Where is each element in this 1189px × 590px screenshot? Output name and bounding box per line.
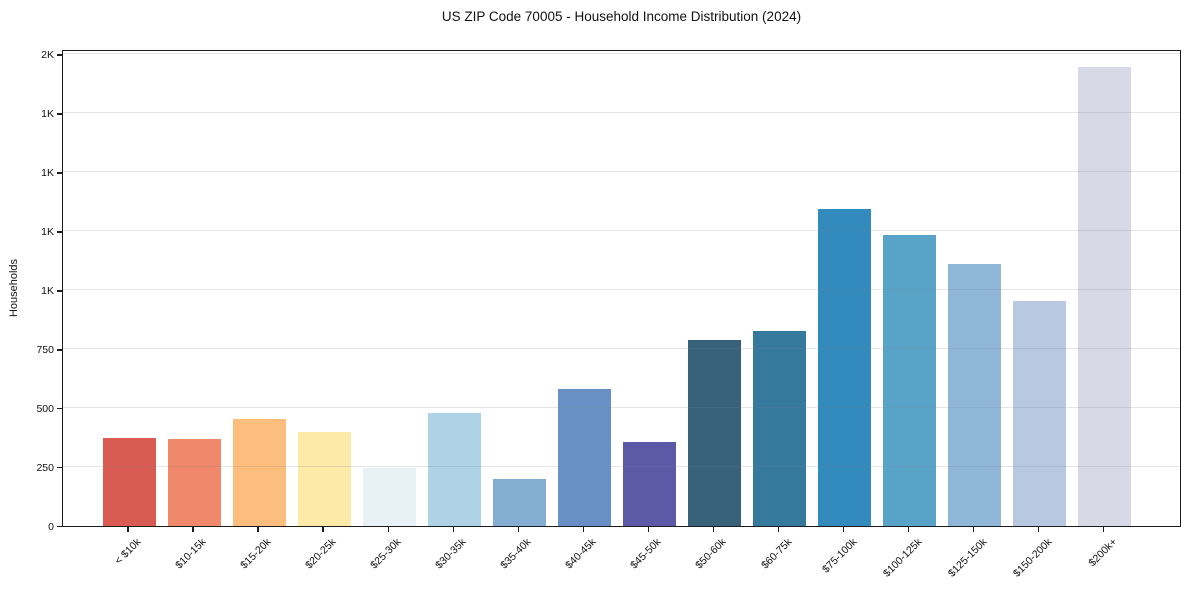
gridline: [63, 348, 1180, 350]
x-tick-label: $20-25k: [303, 536, 339, 572]
x-tick-label: $75-100k: [819, 536, 860, 576]
y-tick-label: 1K: [41, 226, 54, 239]
bar-< $10k: [102, 437, 156, 526]
x-tick-mark: [842, 527, 845, 532]
y-tick-label: 1K: [41, 108, 54, 121]
y-tick-label: 750: [36, 344, 54, 357]
bar-$60-75k: [753, 331, 806, 526]
x-tick-mark: [452, 527, 454, 532]
x-tick-label: $200k+: [1086, 536, 1120, 570]
y-tick-label: 250: [36, 462, 54, 475]
bar-$125-150k: [948, 264, 1002, 526]
y-tick-label: 1K: [41, 167, 54, 180]
y-tick-mark: [57, 113, 62, 115]
x-tick-label: $25-30k: [368, 536, 404, 572]
gridline: [63, 466, 1180, 468]
y-tick-mark: [57, 231, 62, 233]
gridline: [63, 289, 1180, 291]
bar-$50-60k: [687, 339, 741, 526]
x-tick-mark: [387, 527, 389, 532]
x-tick-label: $40-45k: [563, 536, 599, 572]
x-tick-label: $35-40k: [498, 536, 534, 572]
bar-$10-15k: [167, 438, 221, 526]
x-tick-mark: [1038, 527, 1040, 532]
x-tick-mark: [712, 527, 715, 532]
bar-$15-20k: [232, 418, 286, 526]
x-tick-label: $30-35k: [433, 536, 469, 572]
plot-area: [62, 50, 1181, 527]
bar-$30-35k: [427, 412, 481, 526]
chart-title: US ZIP Code 70005 - Household Income Dis…: [441, 9, 802, 24]
x-tick-label: $125-150k: [945, 536, 990, 580]
y-tick-label: 0: [48, 521, 54, 533]
bar-$200k+: [1078, 67, 1132, 526]
gridline: [63, 112, 1180, 114]
x-tick-mark: [1103, 527, 1105, 532]
x-tick-label: $10-15k: [173, 536, 209, 572]
x-tick-mark: [907, 527, 910, 532]
y-tick-mark: [57, 467, 62, 469]
x-tick-mark: [257, 527, 259, 532]
gridline: [63, 53, 1180, 55]
y-tick-mark: [57, 54, 62, 56]
x-tick-mark: [192, 527, 194, 532]
bar-$100-125k: [883, 234, 937, 526]
x-tick-mark: [777, 527, 780, 532]
bar-$35-40k: [492, 478, 546, 526]
x-tick-label: $60-75k: [758, 536, 794, 572]
x-tick-label: $15-20k: [238, 536, 274, 572]
x-tick-mark: [127, 527, 129, 532]
y-tick-label: 500: [36, 403, 54, 416]
gridline: [63, 171, 1180, 173]
x-tick-label: $45-50k: [628, 536, 664, 572]
bar-$25-30k: [362, 468, 416, 526]
gridline: [63, 407, 1180, 409]
x-tick-mark: [972, 527, 975, 532]
y-tick-mark: [57, 408, 62, 410]
bar-$40-45k: [557, 389, 611, 526]
bar-$20-25k: [297, 431, 351, 526]
x-tick-label: $150-200k: [1010, 536, 1055, 580]
x-tick-label: $100-125k: [880, 536, 925, 580]
x-tick-mark: [322, 527, 324, 532]
bar-$150-200k: [1013, 300, 1067, 526]
y-tick-mark: [57, 172, 62, 174]
y-tick-mark: [57, 349, 62, 351]
y-tick-mark: [57, 290, 62, 292]
x-tick-label: < $10k: [112, 536, 144, 567]
x-tick-label: $50-60k: [693, 536, 729, 572]
bar-$45-50k: [622, 442, 676, 526]
gridline: [63, 230, 1180, 232]
x-tick-mark: [647, 527, 650, 532]
x-tick-mark: [582, 527, 585, 532]
y-tick-label: 2K: [41, 49, 54, 62]
y-tick-label: 1K: [41, 285, 54, 298]
y-tick-mark: [57, 526, 62, 528]
x-tick-mark: [517, 527, 519, 532]
bar-$75-100k: [818, 208, 872, 526]
